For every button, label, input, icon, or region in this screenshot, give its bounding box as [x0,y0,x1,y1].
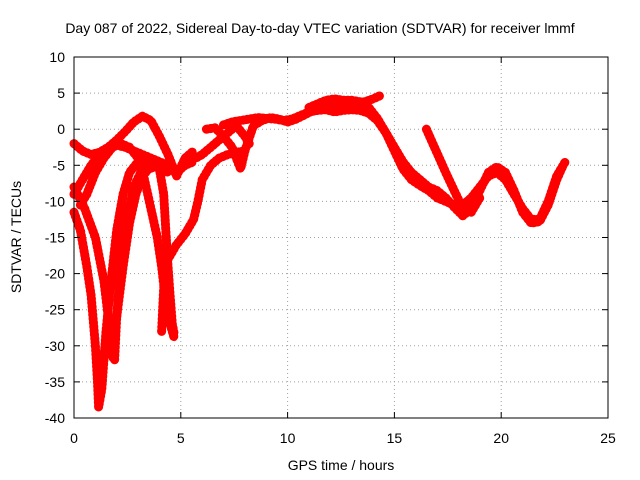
y-tick-label: 10 [49,49,65,65]
y-tick-label: 5 [57,85,65,101]
series-arc-12-markers [421,124,485,217]
y-tick-label: 0 [57,121,65,137]
series-arc-7-markers [157,146,250,336]
y-tick-label: -30 [45,338,65,354]
x-tick-label: 20 [493,430,509,446]
x-tick-label: 25 [600,430,616,446]
x-tick-labels: 0 5 10 15 20 25 [70,430,616,446]
x-tick-label: 10 [280,430,296,446]
series-arc-8-markers [184,121,254,164]
data-series [69,91,570,412]
y-tick-label: -15 [45,230,65,246]
tick-marks [73,56,609,419]
x-tick-label: 0 [70,430,78,446]
series-arc-2-markers [69,111,199,199]
x-axis-label: GPS time / hours [288,457,395,473]
y-tick-label: -40 [45,410,65,426]
chart-title: Day 087 of 2022, Sidereal Day-to-day VTE… [65,20,574,36]
y-tick-labels: -40 -35 -30 -25 -20 -15 -10 -5 0 5 10 [45,49,65,426]
x-tick-label: 15 [387,430,403,446]
series-arc-10 [221,107,568,222]
series-arc-10-markers [219,105,570,224]
series-arc-4-markers [69,155,152,412]
y-tick-label: -35 [45,374,65,390]
series-arc-6-markers [112,162,179,340]
series-arc-11-markers [304,94,568,228]
y-axis-label: SDTVAR / TECUs [8,181,24,293]
y-tick-label: -5 [53,157,66,173]
y-tick-label: -25 [45,302,65,318]
y-tick-label: -10 [45,193,65,209]
x-tick-label: 5 [177,430,185,446]
y-tick-label: -20 [45,266,65,282]
